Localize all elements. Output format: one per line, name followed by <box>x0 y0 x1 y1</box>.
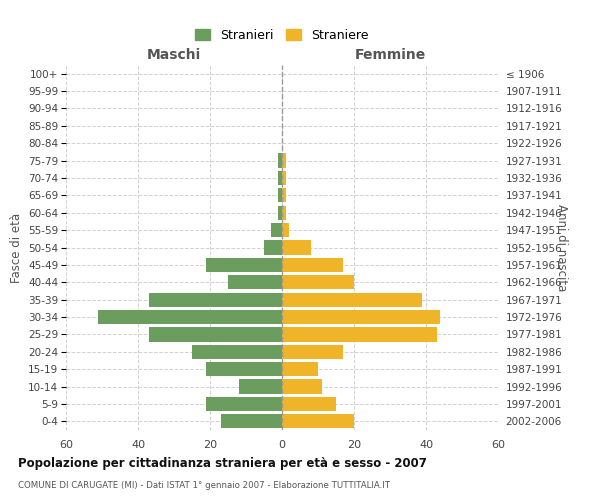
Bar <box>271 223 282 237</box>
Bar <box>228 275 282 289</box>
Bar <box>282 206 286 220</box>
Bar <box>282 362 318 376</box>
Y-axis label: Fasce di età: Fasce di età <box>10 212 23 282</box>
Text: Maschi: Maschi <box>147 48 201 62</box>
Bar <box>239 380 282 394</box>
Text: Femmine: Femmine <box>355 48 425 62</box>
Bar <box>282 380 322 394</box>
Bar <box>264 240 282 254</box>
Bar <box>221 414 282 428</box>
Bar <box>282 258 343 272</box>
Bar <box>149 328 282 342</box>
Bar <box>206 258 282 272</box>
Bar <box>282 240 311 254</box>
Legend: Stranieri, Straniere: Stranieri, Straniere <box>190 24 374 47</box>
Bar <box>282 292 422 307</box>
Bar <box>149 292 282 307</box>
Text: Popolazione per cittadinanza straniera per età e sesso - 2007: Popolazione per cittadinanza straniera p… <box>18 458 427 470</box>
Text: COMUNE DI CARUGATE (MI) - Dati ISTAT 1° gennaio 2007 - Elaborazione TUTTITALIA.I: COMUNE DI CARUGATE (MI) - Dati ISTAT 1° … <box>18 481 390 490</box>
Bar <box>278 188 282 202</box>
Bar <box>282 154 286 168</box>
Bar <box>278 171 282 185</box>
Bar <box>282 328 437 342</box>
Bar <box>282 275 354 289</box>
Bar <box>282 310 440 324</box>
Bar <box>192 344 282 359</box>
Bar <box>282 344 343 359</box>
Bar <box>278 154 282 168</box>
Bar <box>282 223 289 237</box>
Bar <box>282 171 286 185</box>
Y-axis label: Anni di nascita: Anni di nascita <box>555 204 568 291</box>
Bar <box>98 310 282 324</box>
Bar <box>206 362 282 376</box>
Bar <box>206 397 282 411</box>
Bar <box>278 206 282 220</box>
Bar <box>282 397 336 411</box>
Bar <box>282 414 354 428</box>
Bar <box>282 188 286 202</box>
